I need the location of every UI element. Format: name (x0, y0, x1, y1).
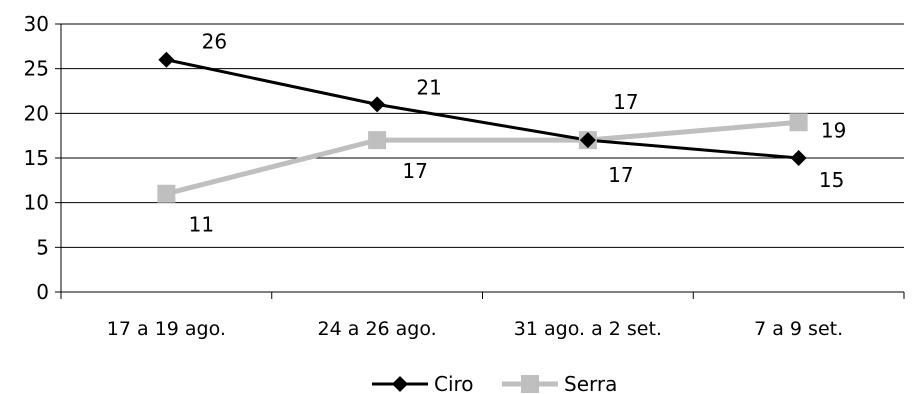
x-tick-label: 31 ago. a 2 set. (514, 318, 662, 340)
point-ciro (790, 150, 807, 166)
data-labels: 26 21 17 15 11 17 17 19 (189, 30, 847, 237)
series-line-serra (165, 119, 799, 197)
point-ciro (158, 51, 175, 68)
data-label: 11 (189, 213, 214, 237)
y-tick-label: 5 (36, 235, 49, 259)
data-label: 21 (416, 75, 441, 99)
x-tick-label: 24 a 26 ago. (318, 318, 437, 340)
y-tick-label: 25 (24, 57, 49, 81)
legend-label-ciro: Ciro (434, 372, 474, 394)
data-label: 17 (608, 163, 633, 187)
gridlines (61, 23, 904, 248)
y-tick-label: 0 (36, 280, 49, 304)
legend-marker-serra (521, 375, 539, 393)
point-ciro (369, 96, 386, 113)
data-label: 17 (613, 90, 638, 114)
y-tick-label: 15 (24, 146, 49, 170)
y-tick-label: 20 (24, 101, 49, 125)
series-line-ciro (166, 58, 799, 160)
data-label: 17 (402, 159, 427, 183)
legend-label-serra: Serra (564, 372, 617, 394)
x-tick-label: 7 a 9 set. (754, 318, 843, 340)
y-tick-label: 10 (24, 191, 49, 215)
x-axis: 17 a 19 ago. 24 a 26 ago. 31 ago. a 2 set.… (60, 291, 905, 340)
x-tick-label: 17 a 19 ago. (107, 318, 226, 340)
data-label: 19 (821, 118, 846, 142)
point-serra (157, 184, 176, 203)
y-tick-label: 30 (24, 12, 49, 36)
point-serra (789, 113, 808, 132)
data-label: 15 (819, 168, 844, 192)
data-label: 26 (202, 30, 227, 54)
y-axis: 0 5 10 15 20 25 30 (24, 12, 62, 304)
series-layer (157, 51, 808, 203)
legend-marker-ciro (392, 376, 408, 392)
legend: Ciro Serra (372, 372, 617, 394)
point-serra (368, 131, 387, 150)
point-ciro (579, 132, 596, 149)
